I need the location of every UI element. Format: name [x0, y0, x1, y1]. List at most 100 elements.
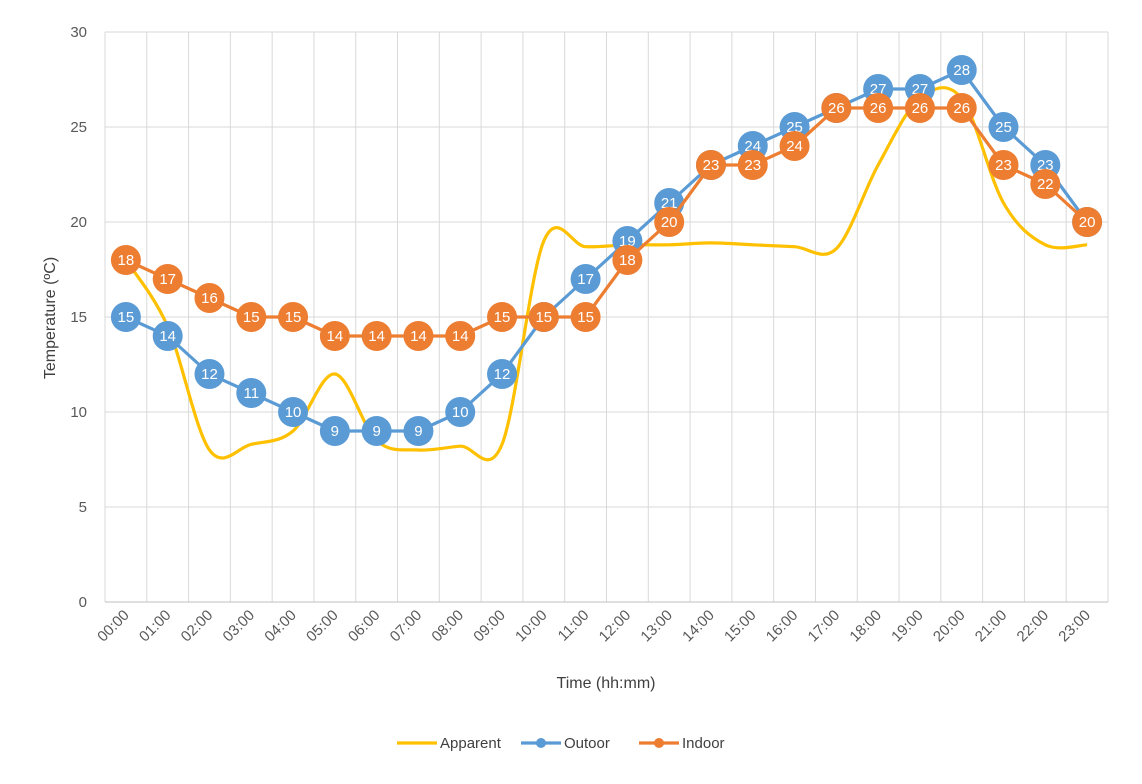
legend-item-outoor: Outoor [521, 735, 610, 752]
data-point-indoor [612, 245, 643, 275]
x-tick-label: 10:00 [512, 607, 551, 646]
y-axis-title: Temperature (ºC) [42, 257, 59, 379]
x-tick-label: 19:00 [888, 607, 927, 646]
x-tick-label: 14:00 [679, 607, 718, 646]
data-point-indoor [904, 93, 935, 123]
legend-marker-outoor [536, 738, 546, 748]
data-label-outoor: 10 [285, 404, 302, 421]
data-point-indoor [695, 150, 726, 180]
x-tick-label: 17:00 [805, 607, 844, 646]
x-tick-label: 06:00 [345, 607, 384, 646]
series-outoor: 1514121110999101215171921232425262727282… [110, 55, 1103, 446]
data-point-indoor [863, 93, 894, 123]
y-tick-label: 25 [70, 119, 87, 136]
y-tick-label: 10 [70, 404, 87, 421]
data-point-indoor [570, 302, 601, 332]
data-label-outoor: 9 [331, 423, 339, 440]
data-label-outoor: 15 [118, 309, 135, 326]
data-label-indoor: 17 [159, 271, 176, 288]
data-point-indoor [528, 302, 559, 332]
data-label-indoor: 18 [619, 252, 636, 269]
data-label-indoor: 26 [828, 100, 845, 117]
x-tick-label: 07:00 [387, 607, 426, 646]
x-tick-label: 12:00 [596, 607, 635, 646]
data-point-indoor [319, 321, 350, 351]
data-point-indoor [946, 93, 977, 123]
x-tick-label: 03:00 [220, 607, 259, 646]
x-tick-label: 22:00 [1014, 607, 1053, 646]
data-label-outoor: 12 [494, 366, 511, 383]
legend-label-outoor: Outoor [564, 735, 610, 752]
data-label-indoor: 23 [995, 157, 1012, 174]
x-tick-label: 20:00 [930, 607, 969, 646]
data-label-indoor: 23 [703, 157, 720, 174]
data-label-indoor: 22 [1037, 176, 1054, 193]
data-label-outoor: 9 [372, 423, 380, 440]
x-axis-title: Time (hh:mm) [557, 675, 656, 692]
data-point-indoor [361, 321, 392, 351]
data-label-indoor: 20 [1079, 214, 1096, 231]
data-point-indoor [1030, 169, 1061, 199]
data-label-indoor: 14 [327, 328, 344, 345]
y-axis-ticks: 0 5 10 15 20 25 30 [70, 24, 87, 611]
data-label-outoor: 9 [414, 423, 422, 440]
x-tick-label: 01:00 [136, 607, 175, 646]
data-label-outoor: 25 [995, 119, 1012, 136]
x-tick-label: 23:00 [1055, 607, 1094, 646]
data-label-indoor: 14 [452, 328, 469, 345]
data-point-indoor [194, 283, 225, 313]
data-point-indoor [988, 150, 1019, 180]
data-label-indoor: 26 [912, 100, 929, 117]
legend-item-indoor: Indoor [639, 735, 725, 752]
data-label-indoor: 20 [661, 214, 678, 231]
data-point-outoor [487, 359, 518, 389]
data-point-indoor [487, 302, 518, 332]
data-point-indoor [445, 321, 476, 351]
data-label-indoor: 18 [118, 252, 135, 269]
data-label-outoor: 14 [159, 328, 176, 345]
legend-label-indoor: Indoor [682, 735, 725, 752]
data-label-indoor: 15 [535, 309, 552, 326]
data-point-indoor [278, 302, 309, 332]
data-point-outoor [988, 112, 1019, 142]
data-point-indoor [110, 245, 141, 275]
x-tick-label: 04:00 [261, 607, 300, 646]
data-label-outoor: 12 [201, 366, 218, 383]
y-tick-label: 15 [70, 309, 87, 326]
data-label-indoor: 14 [410, 328, 427, 345]
data-point-indoor [152, 264, 183, 294]
data-label-outoor: 10 [452, 404, 469, 421]
x-tick-label: 18:00 [846, 607, 885, 646]
series-indoor: 18 17 16 15 15 14 14 14 14 15 15 15 18 20 23 23 24 26 26 26… [110, 93, 1103, 351]
data-point-outoor [278, 397, 309, 427]
data-label-indoor: 16 [201, 290, 218, 307]
x-tick-label: 21:00 [972, 607, 1011, 646]
data-point-indoor [779, 131, 810, 161]
data-point-outoor [403, 416, 434, 446]
data-label-indoor: 15 [243, 309, 260, 326]
x-tick-label: 00:00 [94, 607, 133, 646]
x-tick-label: 16:00 [763, 607, 802, 646]
data-point-indoor [1072, 207, 1103, 237]
data-point-indoor [821, 93, 852, 123]
data-label-outoor: 28 [953, 62, 970, 79]
legend-marker-indoor [654, 738, 664, 748]
data-label-outoor: 17 [577, 271, 594, 288]
x-tick-label: 05:00 [303, 607, 342, 646]
data-point-outoor [445, 397, 476, 427]
x-tick-label: 15:00 [721, 607, 760, 646]
x-tick-label: 13:00 [637, 607, 676, 646]
data-label-indoor: 15 [285, 309, 302, 326]
data-point-indoor [403, 321, 434, 351]
x-axis-ticks: 00:00 01:00 02:00 03:00 04:00 05:00 06:00 07:00… [94, 607, 1094, 646]
y-tick-label: 5 [79, 499, 87, 516]
y-tick-label: 0 [79, 594, 87, 611]
data-point-outoor [319, 416, 350, 446]
data-label-outoor: 11 [243, 385, 259, 402]
data-point-outoor [946, 55, 977, 85]
data-label-indoor: 23 [744, 157, 761, 174]
data-point-outoor [570, 264, 601, 294]
data-point-outoor [152, 321, 183, 351]
x-tick-label: 02:00 [178, 607, 217, 646]
